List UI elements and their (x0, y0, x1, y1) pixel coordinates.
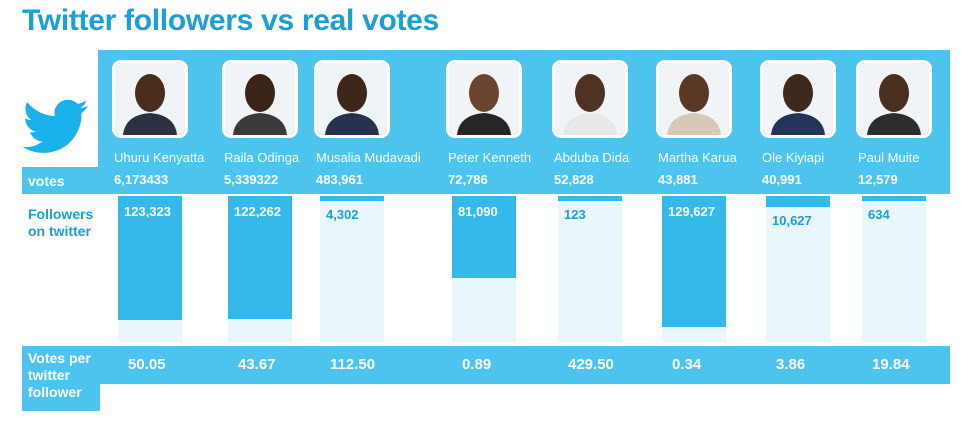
candidate-name: Abduba Dida (554, 150, 630, 165)
followers-value: 634 (868, 207, 890, 222)
votes-value: 12,579 (858, 172, 898, 187)
votes-row-label: votes (28, 173, 65, 189)
ratio-row-label: Votes per twitter follower (28, 350, 91, 400)
votes-value: 72,786 (448, 172, 488, 187)
candidate-name: Ole Kiyiapi (762, 150, 825, 165)
votes-per-follower-value: 19.84 (872, 356, 910, 373)
candidate-photo (112, 60, 188, 138)
votes-per-follower-value: 43.67 (238, 356, 276, 373)
votes-per-follower-value: 50.05 (128, 356, 166, 373)
followers-bar-track (320, 196, 384, 342)
chart-title: Twitter followers vs real votes (22, 4, 439, 37)
followers-bar (118, 196, 182, 320)
votes-value: 483,961 (316, 172, 363, 187)
votes-per-follower-value: 0.34 (672, 356, 702, 373)
followers-value: 10,627 (772, 213, 812, 228)
candidate-photo (314, 60, 390, 138)
ratio-band (22, 346, 950, 384)
ratio-label-tab (22, 384, 100, 411)
portrait-image (763, 63, 833, 135)
portrait-image (115, 63, 185, 135)
followers-bar-track (558, 196, 622, 342)
followers-bar (228, 196, 292, 319)
candidate-photo (760, 60, 836, 138)
candidate-photo (222, 60, 298, 138)
portrait-image (317, 63, 387, 135)
votes-per-follower-value: 112.50 (330, 356, 376, 373)
portrait-image (449, 63, 519, 135)
followers-value: 123,323 (124, 204, 171, 219)
portrait-image (225, 63, 295, 135)
candidate-photo (656, 60, 732, 138)
candidate-name: Raila Odinga (224, 150, 300, 165)
followers-value: 122,262 (234, 204, 281, 219)
followers-row-label: Followers on twitter (28, 206, 94, 239)
candidate-name: Paul Muite (858, 150, 920, 165)
followers-value: 129,627 (668, 204, 715, 219)
followers-bar-track (766, 196, 830, 342)
portrait-image (859, 63, 929, 135)
portrait-image (555, 63, 625, 135)
twitter-bird-icon (22, 99, 89, 153)
votes-value: 52,828 (554, 172, 594, 187)
portrait-image (659, 63, 729, 135)
votes-value: 43,881 (658, 172, 698, 187)
followers-value: 81,090 (458, 204, 498, 219)
candidate-name: Peter Kenneth (448, 150, 532, 165)
candidate-name: Uhuru Kenyatta (114, 150, 205, 165)
followers-bar-track (862, 196, 926, 342)
votes-per-follower-value: 3.86 (776, 356, 806, 373)
votes-per-follower-value: 429.50 (568, 356, 614, 373)
votes-label-band (22, 167, 98, 194)
followers-bar (558, 196, 622, 201)
followers-bar (320, 196, 384, 201)
followers-bar (452, 196, 516, 278)
candidate-name: Martha Karua (658, 150, 737, 165)
followers-bar (766, 196, 830, 207)
votes-value: 5,339322 (224, 172, 279, 187)
followers-value: 4,302 (326, 207, 359, 222)
candidate-name: Musalia Mudavadi (316, 150, 421, 165)
followers-value: 123 (564, 207, 586, 222)
candidate-photo (446, 60, 522, 138)
votes-value: 40,991 (762, 172, 802, 187)
votes-per-follower-value: 0.89 (462, 356, 492, 373)
followers-bar (862, 196, 926, 201)
votes-value: 6,173433 (114, 172, 169, 187)
candidate-photo (856, 60, 932, 138)
followers-bar (662, 196, 726, 327)
candidate-photo (552, 60, 628, 138)
